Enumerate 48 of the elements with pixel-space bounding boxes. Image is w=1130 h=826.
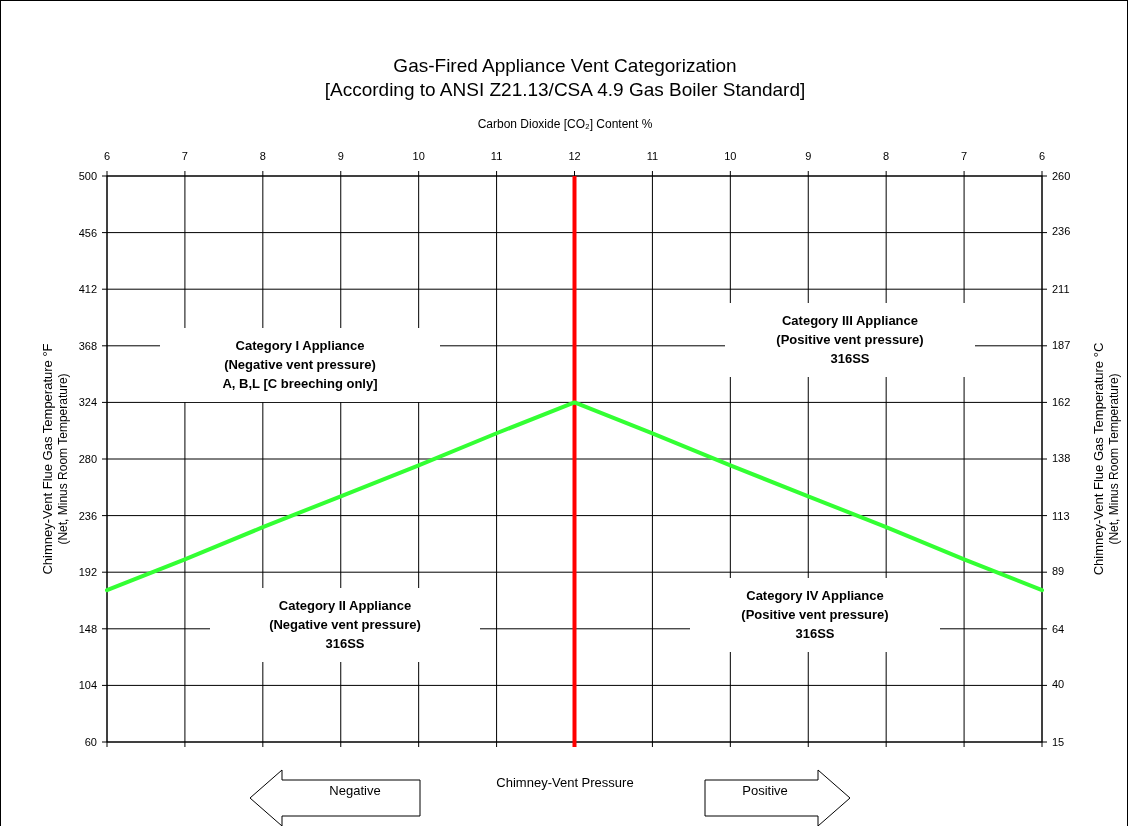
x-tick-label: 10 xyxy=(412,150,425,162)
x-tick-label: 11 xyxy=(490,150,503,162)
y2-tick-label: 89 xyxy=(1052,565,1065,578)
x-tick-label: 8 xyxy=(259,150,266,162)
x-tick-label: 7 xyxy=(181,150,188,162)
annotation: Category II Appliance (Negative vent pressure) 316SS xyxy=(269,598,421,651)
y-tick-label: 324 xyxy=(78,396,97,409)
text: Chimney-Vent Pressure xyxy=(496,775,634,790)
y-tick-label: 104 xyxy=(78,679,97,692)
annotation: Category III Appliance (Positive vent pressure) 316SS xyxy=(776,313,924,366)
y2-axis-title: Chimney-Vent Flue Gas Temperature °C (Net, Minus Room Temperature) xyxy=(1091,342,1121,576)
x-tick-label: 8 xyxy=(883,150,890,162)
x-tick-label: 6 xyxy=(103,150,111,162)
y2-tick-label: 236 xyxy=(1052,225,1071,238)
y2-tick-label: 40 xyxy=(1052,678,1065,691)
y2-tick-label: 15 xyxy=(1052,736,1065,748)
y2-tick-label: 64 xyxy=(1052,622,1065,635)
y2-tick-label: 162 xyxy=(1052,396,1071,409)
chart-subtitle: [According to ANSI Z21.13/CSA 4.9 Gas Boiler Standard] xyxy=(324,79,806,100)
y-axis-title: Chimney-Vent Flue Gas Temperature °F (Net, Minus Room Temperature) xyxy=(40,343,70,575)
chart-title: Gas-Fired Appliance Vent Categorization xyxy=(393,55,737,76)
y2-tick-label: 113 xyxy=(1052,509,1070,522)
y-tick-label: 280 xyxy=(78,453,97,465)
x-tick-label: 6 xyxy=(1038,150,1046,162)
annotation: Category I Appliance (Negative vent pressure) A, B,L [C breeching only] xyxy=(222,338,378,391)
y-tick-label: 236 xyxy=(78,509,97,522)
y-tick-label: 368 xyxy=(78,339,97,352)
text: Positive xyxy=(742,783,788,798)
x-tick-label: 9 xyxy=(337,150,344,162)
x-axis-title: Carbon Dioxide [CO₂] Content % xyxy=(477,117,653,131)
y-tick-label: 192 xyxy=(78,566,97,579)
y2-tick-label: 138 xyxy=(1052,451,1071,464)
y-tick-label: 60 xyxy=(84,736,97,748)
annotation: Category IV Appliance (Positive vent pressure) 316SS xyxy=(741,588,889,641)
y-tick-label: 456 xyxy=(78,226,97,239)
y2-tick-label: 187 xyxy=(1052,338,1071,351)
y-tick-label: 412 xyxy=(78,283,97,296)
y-tick-label: 500 xyxy=(78,170,97,182)
x-tick-label: 12 xyxy=(568,150,581,162)
y2-tick-label: 211 xyxy=(1052,283,1070,296)
text: Negative xyxy=(329,783,381,798)
x-tick-label: 7 xyxy=(961,150,968,162)
x-tick-label: 10 xyxy=(724,150,737,162)
y2-tick-label: 260 xyxy=(1052,170,1071,182)
x-tick-label: 9 xyxy=(805,150,812,162)
line-series xyxy=(105,400,1044,593)
y-tick-label: 148 xyxy=(78,622,97,635)
x-tick-label: 11 xyxy=(646,150,659,162)
